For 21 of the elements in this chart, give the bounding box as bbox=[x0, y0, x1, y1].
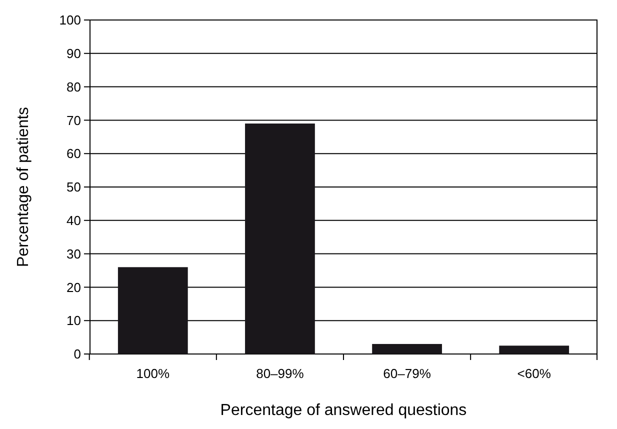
y-tick-label: 60 bbox=[66, 146, 81, 162]
x-tick-label: 60–79% bbox=[383, 366, 432, 381]
y-tick-label: 0 bbox=[74, 346, 81, 362]
x-axis-title: Percentage of answered questions bbox=[220, 402, 467, 419]
y-tick-label: 70 bbox=[66, 112, 81, 128]
y-tick-label: 80 bbox=[66, 79, 81, 94]
y-tick-label: 40 bbox=[66, 212, 81, 228]
y-tick-label: 50 bbox=[66, 180, 81, 195]
y-tick-label: 20 bbox=[66, 280, 81, 295]
bar bbox=[245, 124, 315, 354]
bar bbox=[499, 346, 570, 354]
y-axis-title: Percentage of patients bbox=[15, 106, 32, 268]
y-tick-label: 10 bbox=[66, 313, 81, 328]
bar bbox=[118, 267, 188, 354]
y-tick-label: 90 bbox=[66, 46, 81, 61]
y-tick-label: 30 bbox=[66, 246, 81, 262]
bar bbox=[372, 344, 442, 354]
y-tick-label: 100 bbox=[59, 12, 81, 28]
x-tick-label: 80–99% bbox=[256, 366, 304, 381]
x-tick-label: 100% bbox=[136, 366, 170, 381]
x-tick-label: <60% bbox=[517, 366, 552, 381]
